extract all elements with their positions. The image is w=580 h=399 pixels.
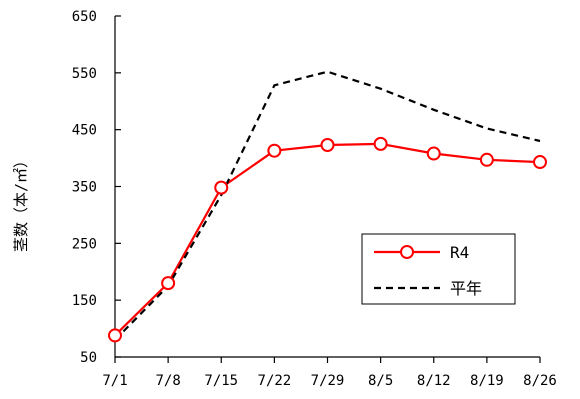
x-tick-label: 7/29 [311,373,345,389]
series-layer [108,70,547,343]
y-tick-label: 150 [72,293,97,309]
y-tick-label: 550 [72,66,97,82]
data-point-1 [426,146,441,161]
series-line-2 [114,70,541,341]
legend-label-2: 平年 [450,279,482,298]
y-tick-label: 50 [80,350,97,366]
x-tick-label: 7/22 [258,373,292,389]
y-tick-label: 250 [72,236,97,252]
legend: R4 平年 [361,233,516,305]
legend-box [361,233,516,305]
data-point-1 [479,152,494,167]
x-tick-label: 7/15 [204,373,238,389]
x-tick-label: 8/19 [470,373,504,389]
x-tick-label: 7/8 [155,373,180,389]
x-tick-label: 7/1 [102,373,127,389]
data-point-1 [214,180,229,195]
x-tick-label: 8/5 [368,373,393,389]
legend-label-1: R4 [450,243,469,262]
data-point-1 [267,143,282,158]
data-point-1 [373,136,388,151]
y-tick-label: 450 [72,123,97,139]
y-tick-label: 650 [72,9,97,25]
legend-marker-1 [400,245,414,259]
data-point-1 [533,155,547,170]
x-tick-label: 8/26 [523,373,557,389]
data-point-1 [161,276,176,291]
y-axis-label: 茎数（本/㎡） [12,153,30,252]
axes: 50 150 250 350 450 550 650 7/1 7/8 7/15 7/22 7/29 8/… [12,9,557,389]
y-tick-label: 350 [72,180,97,196]
data-point-1 [108,328,122,343]
x-tick-label: 8/12 [417,373,451,389]
data-point-1 [320,138,335,153]
